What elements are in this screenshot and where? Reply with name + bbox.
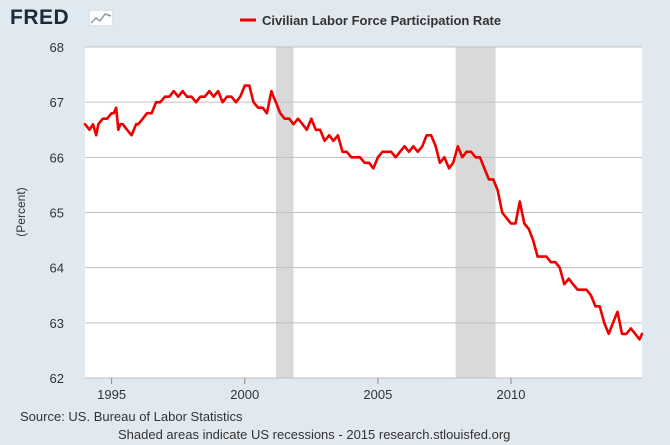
recession-note: Shaded areas indicate US recessions - 20… [118,427,511,442]
chart-line-icon [89,10,113,26]
y-tick-label: 63 [50,316,64,331]
x-tick-label: 2005 [363,387,392,402]
y-tick-label: 65 [50,206,64,221]
y-axis-label: (Percent) [14,187,28,236]
y-tick-label: 68 [50,40,64,55]
y-tick-label: 64 [50,261,64,276]
legend-label: Civilian Labor Force Participation Rate [262,13,501,28]
x-tick-label: 2000 [230,387,259,402]
fred-logo[interactable]: FRED [10,6,70,29]
x-tick-label: 2010 [497,387,526,402]
y-tick-label: 67 [50,95,64,110]
y-tick-label: 66 [50,150,64,165]
legend: Civilian Labor Force Participation Rate [240,13,501,28]
source-text: Source: US. Bureau of Labor Statistics [20,409,243,424]
y-tick-label: 62 [50,371,64,386]
series-line [83,84,644,341]
x-tick-label: 1995 [97,387,126,402]
